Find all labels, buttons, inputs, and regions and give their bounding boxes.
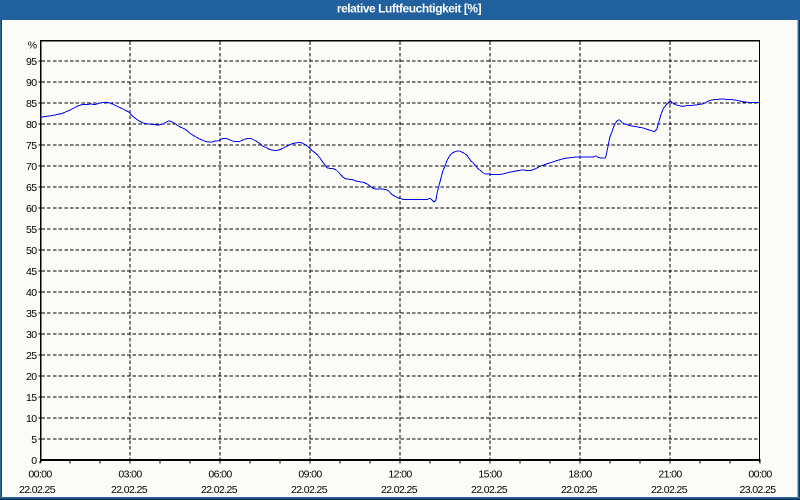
svg-text:75: 75 [26, 140, 37, 152]
svg-text:40: 40 [26, 287, 37, 299]
svg-text:95: 95 [26, 56, 37, 68]
svg-text:12:00: 12:00 [388, 469, 412, 481]
svg-text:22.02.25: 22.02.25 [111, 484, 148, 496]
svg-text:65: 65 [26, 182, 37, 194]
svg-text:5: 5 [31, 434, 37, 446]
svg-text:15:00: 15:00 [478, 469, 502, 481]
svg-text:%: % [28, 40, 37, 52]
svg-text:23.02.25: 23.02.25 [739, 484, 776, 496]
svg-text:00:00: 00:00 [748, 469, 772, 481]
svg-text:relative Luftfeuchtigkeit [%]: relative Luftfeuchtigkeit [%] [337, 2, 482, 16]
svg-text:35: 35 [26, 308, 37, 320]
svg-text:09:00: 09:00 [298, 469, 322, 481]
svg-text:21:00: 21:00 [658, 469, 682, 481]
svg-text:10: 10 [26, 413, 37, 425]
svg-text:60: 60 [26, 203, 37, 215]
svg-text:22.02.25: 22.02.25 [471, 484, 508, 496]
svg-text:90: 90 [26, 77, 37, 89]
svg-text:0: 0 [31, 455, 37, 467]
svg-text:18:00: 18:00 [568, 469, 592, 481]
svg-text:22.02.25: 22.02.25 [651, 484, 688, 496]
svg-text:22.02.25: 22.02.25 [201, 484, 238, 496]
svg-text:50: 50 [26, 245, 37, 257]
svg-text:06:00: 06:00 [208, 469, 232, 481]
svg-text:22.02.25: 22.02.25 [561, 484, 598, 496]
svg-text:22.02.25: 22.02.25 [381, 484, 418, 496]
svg-text:22.02.25: 22.02.25 [291, 484, 328, 496]
svg-text:45: 45 [26, 266, 37, 278]
svg-text:20: 20 [26, 371, 37, 383]
svg-text:55: 55 [26, 224, 37, 236]
svg-text:03:00: 03:00 [118, 469, 142, 481]
svg-text:70: 70 [26, 161, 37, 173]
svg-text:25: 25 [26, 350, 37, 362]
svg-text:15: 15 [26, 392, 37, 404]
svg-text:80: 80 [26, 119, 37, 131]
svg-text:22.02.25: 22.02.25 [19, 484, 56, 496]
svg-text:00:00: 00:00 [28, 469, 52, 481]
svg-text:85: 85 [26, 98, 37, 110]
svg-text:30: 30 [26, 329, 37, 341]
